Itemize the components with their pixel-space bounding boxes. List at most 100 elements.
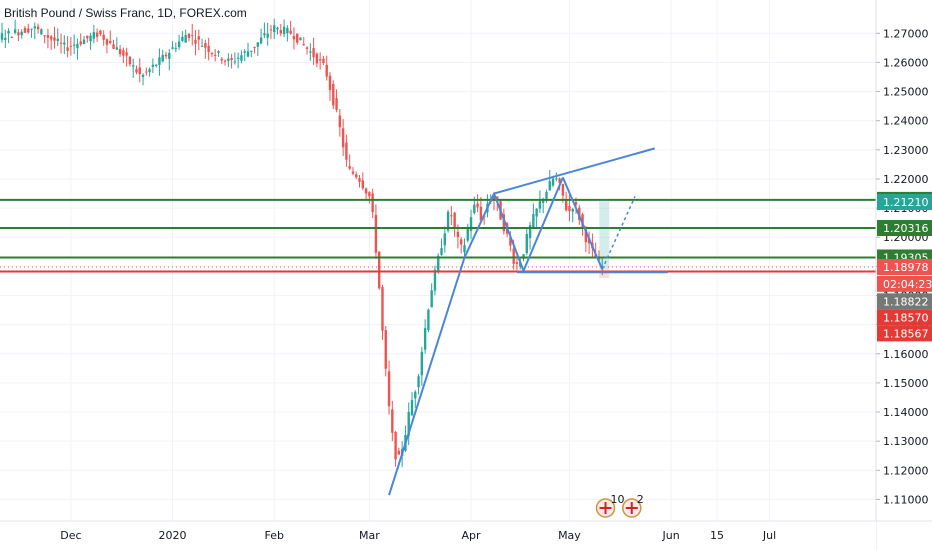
candle-up [181, 36, 184, 41]
candle-down [371, 193, 374, 213]
candle-down [289, 30, 292, 34]
candle-down [112, 44, 115, 49]
candle-down [558, 178, 561, 184]
pattern-line[interactable] [388, 257, 466, 496]
candle-down [164, 54, 168, 57]
candle-down [318, 59, 322, 61]
candle-up [555, 178, 558, 180]
candle-down [332, 83, 335, 106]
long-position-stop[interactable] [599, 269, 610, 279]
candle-up [184, 35, 187, 43]
candle-down [453, 212, 456, 229]
candle-up [259, 37, 263, 44]
candle-up [466, 227, 469, 241]
price-tick-label: 1.25000 [883, 86, 929, 99]
candle-up [309, 51, 312, 53]
candle-up [30, 28, 33, 30]
candle-down [79, 41, 82, 45]
candle-down [361, 180, 364, 189]
candle-down [302, 44, 305, 46]
candle-down [364, 188, 368, 194]
candle-up [551, 178, 555, 186]
candle-up [433, 269, 437, 291]
candle-down [341, 128, 345, 148]
candle-down [17, 32, 20, 36]
candle-down [109, 40, 112, 44]
candle-up [266, 33, 269, 38]
candle-up [13, 29, 17, 33]
candle-up [233, 61, 237, 63]
candle-up [227, 58, 230, 61]
candle-up [263, 33, 266, 36]
time-tick-label: Apr [462, 529, 482, 542]
time-tick-label: Mar [359, 529, 380, 542]
candle-down [515, 262, 519, 264]
candle-down [59, 42, 63, 44]
candle-down [345, 142, 348, 160]
candle-down [387, 371, 391, 407]
candle-down [315, 53, 319, 64]
candle-up [158, 57, 161, 65]
candle-up [63, 42, 66, 45]
candle-down [191, 35, 194, 37]
candle-up [236, 57, 240, 59]
candle-up [473, 204, 476, 214]
candle-down [397, 450, 401, 455]
price-tick-label: 1.14000 [883, 406, 929, 419]
candle-up [437, 255, 440, 273]
pattern-line[interactable] [493, 147, 655, 195]
candle-up [154, 64, 158, 66]
price-tag [877, 193, 932, 210]
candle-up [177, 41, 181, 48]
candle-down [502, 214, 506, 232]
candle-up [414, 391, 417, 399]
candle-down [46, 35, 50, 38]
candle-down [223, 60, 227, 62]
projection-line[interactable] [601, 196, 636, 270]
price-tag-label: 1.20316 [883, 222, 929, 235]
time-tick-label: Jun [662, 529, 680, 542]
candle-up [430, 290, 433, 308]
candle-down [36, 26, 40, 30]
candle-up [256, 42, 260, 47]
price-tick-label: 1.22000 [883, 173, 929, 186]
candle-up [115, 47, 118, 50]
candle-down [378, 251, 381, 289]
candle-down [296, 33, 299, 43]
candle-up [299, 37, 302, 41]
candle-down [509, 237, 512, 246]
candle-up [571, 208, 574, 212]
price-tag-label: 1.18567 [883, 327, 929, 340]
pattern-line[interactable] [493, 193, 525, 272]
pattern-line[interactable] [522, 177, 564, 272]
price-tag [877, 275, 932, 292]
pattern-line[interactable] [463, 193, 495, 259]
candle-down [564, 199, 568, 211]
candle-down [325, 64, 328, 77]
time-tick-label: 2020 [159, 529, 187, 542]
candle-down [122, 50, 125, 56]
candle-up [440, 248, 443, 255]
candle-up [535, 208, 538, 217]
candle-up [0, 33, 4, 40]
candle-up [273, 25, 276, 33]
long-position-target[interactable] [599, 199, 610, 270]
candle-up [20, 31, 23, 36]
time-axis[interactable] [0, 521, 876, 550]
candle-down [204, 43, 207, 48]
candle-up [443, 233, 446, 246]
candle-down [118, 49, 122, 55]
pattern-line[interactable] [561, 177, 604, 270]
candle-up [525, 233, 528, 254]
time-tick-label: Jul [762, 529, 776, 542]
candle-up [72, 44, 76, 46]
candle-down [269, 29, 273, 31]
candle-down [368, 192, 371, 197]
candle-down [292, 36, 296, 40]
time-tick-label: Dec [60, 529, 81, 542]
candle-up [40, 29, 43, 35]
candle-down [230, 57, 233, 60]
price-tick-label: 1.15000 [883, 377, 929, 390]
